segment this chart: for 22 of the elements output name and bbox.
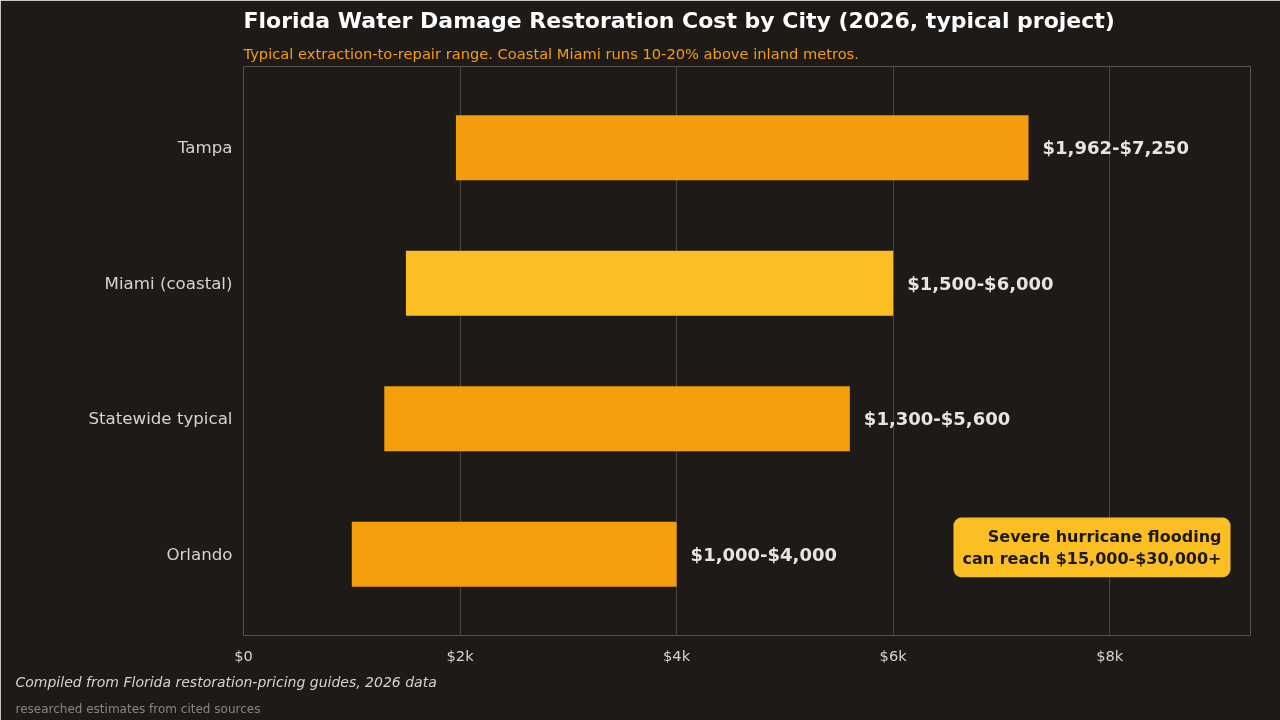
x-tick-label: $0 <box>234 646 253 664</box>
bar <box>384 386 850 452</box>
chart-subtitle: Typical extraction-to-repair range. Coastal Miami runs 10-20% above inland metros. <box>242 44 859 62</box>
y-tick-label: Miami (coastal) <box>104 273 233 293</box>
data-label: $1,500-$6,000 <box>907 272 1054 294</box>
x-tick-label: $8k <box>1096 646 1124 664</box>
x-tick-label: $4k <box>663 646 691 664</box>
y-tick-label: Orlando <box>166 544 233 564</box>
text: researched estimates from cited sources <box>15 701 261 716</box>
data-label: $1,962-$7,250 <box>1042 137 1189 159</box>
x-tick-label: $6k <box>879 646 908 664</box>
y-tick-label: Tampa <box>176 138 233 158</box>
y-tick-label: Statewide typical <box>88 409 233 429</box>
annotation: Severe hurricane flooding can reach $15,000-$30,000+ <box>962 526 1222 569</box>
data-label: $1,000-$4,000 <box>690 543 838 565</box>
text: Compiled from Florida restoration-pricing guides, 2026 data <box>15 673 437 690</box>
data-label: $1,300-$5,600 <box>863 408 1011 430</box>
x-tick-label: $2k <box>446 646 475 664</box>
bar <box>455 115 1029 181</box>
bar <box>405 250 894 316</box>
bar <box>351 521 677 587</box>
chart-title: Florida Water Damage Restoration Cost by City (2026, typical project) <box>243 7 1115 33</box>
